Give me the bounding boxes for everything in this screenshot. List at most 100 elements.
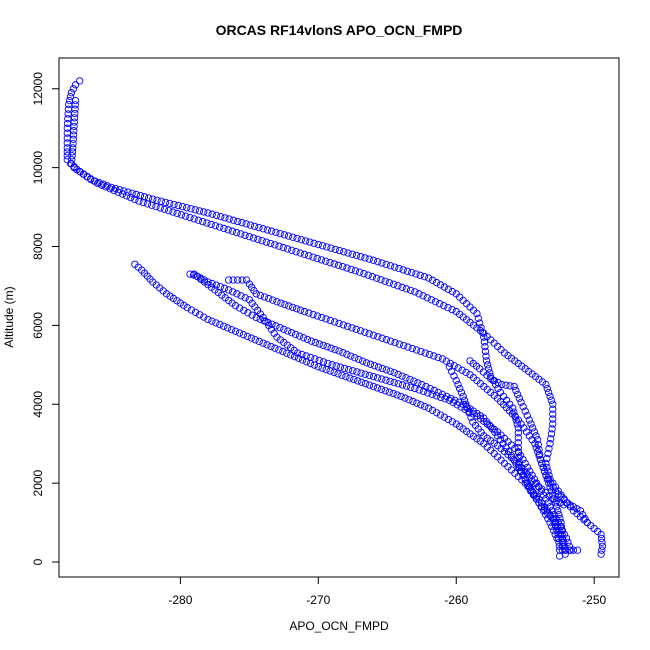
data-point bbox=[365, 255, 373, 263]
data-point bbox=[356, 268, 364, 276]
data-point bbox=[454, 380, 462, 389]
data-point bbox=[284, 232, 293, 240]
data-point bbox=[507, 451, 516, 460]
data-point bbox=[280, 325, 288, 333]
data-point bbox=[447, 394, 455, 402]
data-point bbox=[515, 394, 523, 402]
data-point bbox=[399, 266, 407, 274]
data-point bbox=[434, 353, 442, 362]
data-point bbox=[532, 432, 540, 440]
data-point bbox=[553, 534, 561, 543]
data-point bbox=[514, 447, 522, 456]
data-point bbox=[233, 290, 241, 298]
data-point bbox=[545, 479, 553, 487]
data-point bbox=[284, 327, 292, 335]
data-point bbox=[547, 479, 555, 487]
data-point bbox=[395, 340, 403, 348]
data-point bbox=[118, 190, 127, 198]
data-point bbox=[318, 242, 327, 250]
data-point bbox=[447, 367, 456, 376]
data-point bbox=[339, 349, 347, 357]
data-point bbox=[220, 322, 228, 330]
data-point bbox=[331, 318, 339, 326]
data-point bbox=[417, 347, 425, 356]
data-point bbox=[386, 377, 394, 386]
data-point bbox=[555, 511, 563, 519]
data-point bbox=[364, 271, 372, 279]
data-point bbox=[517, 398, 525, 406]
data-point bbox=[457, 388, 466, 397]
data-point bbox=[454, 364, 462, 372]
data-point bbox=[63, 144, 71, 152]
data-point bbox=[346, 374, 354, 382]
data-point bbox=[250, 222, 259, 230]
data-point bbox=[177, 211, 186, 219]
data-point bbox=[135, 197, 143, 205]
data-point bbox=[229, 216, 238, 224]
data-point bbox=[191, 308, 200, 317]
data-point bbox=[398, 381, 407, 389]
data-point bbox=[319, 358, 328, 366]
data-point bbox=[233, 276, 242, 284]
data-point bbox=[186, 270, 194, 278]
data-point bbox=[288, 246, 296, 254]
data-point bbox=[322, 365, 330, 374]
data-point bbox=[432, 278, 441, 287]
y-tick-label: 2000 bbox=[31, 469, 45, 496]
data-point bbox=[462, 400, 470, 408]
data-point bbox=[552, 497, 561, 505]
data-point bbox=[436, 281, 445, 289]
data-point bbox=[534, 441, 542, 449]
data-point bbox=[122, 192, 131, 200]
data-point bbox=[215, 223, 224, 231]
data-point bbox=[317, 256, 326, 264]
x-tick-label: -270 bbox=[306, 593, 330, 607]
data-point bbox=[546, 440, 554, 448]
data-point bbox=[301, 237, 310, 245]
data-point bbox=[465, 409, 473, 417]
data-point bbox=[225, 286, 233, 294]
data-point bbox=[378, 334, 386, 342]
data-point bbox=[102, 183, 110, 191]
data-point bbox=[444, 415, 453, 424]
data-point bbox=[549, 495, 557, 503]
data-point bbox=[510, 382, 518, 391]
data-point bbox=[187, 205, 195, 213]
data-point bbox=[407, 383, 415, 391]
data-point bbox=[260, 317, 268, 325]
data-point bbox=[402, 374, 410, 382]
data-point bbox=[279, 243, 287, 252]
data-point bbox=[421, 402, 429, 411]
data-point bbox=[248, 311, 256, 319]
data-point bbox=[169, 208, 177, 216]
x-axis: -280 -270 -260 -250 bbox=[168, 577, 607, 607]
data-point bbox=[272, 228, 280, 237]
data-point bbox=[394, 380, 402, 388]
data-point bbox=[237, 292, 245, 300]
data-point bbox=[436, 300, 444, 308]
data-point bbox=[310, 361, 319, 369]
data-point bbox=[386, 367, 394, 375]
data-point bbox=[521, 475, 529, 483]
data-point bbox=[446, 359, 454, 368]
data-point bbox=[275, 346, 283, 354]
data-point bbox=[145, 194, 153, 202]
data-point bbox=[298, 356, 307, 364]
data-point bbox=[556, 514, 564, 523]
data-point bbox=[351, 267, 360, 275]
data-point bbox=[414, 379, 422, 387]
data-point bbox=[398, 372, 406, 380]
data-point bbox=[228, 227, 237, 235]
data-point bbox=[391, 263, 399, 271]
data-point bbox=[281, 300, 289, 309]
data-point bbox=[398, 283, 406, 291]
data-point bbox=[463, 404, 471, 412]
data-point bbox=[362, 359, 371, 367]
data-point bbox=[560, 538, 568, 546]
data-point bbox=[561, 550, 569, 558]
data-point bbox=[252, 290, 260, 298]
data-point bbox=[573, 505, 581, 513]
data-point bbox=[143, 200, 152, 208]
data-point bbox=[348, 250, 356, 258]
data-point bbox=[106, 185, 114, 193]
